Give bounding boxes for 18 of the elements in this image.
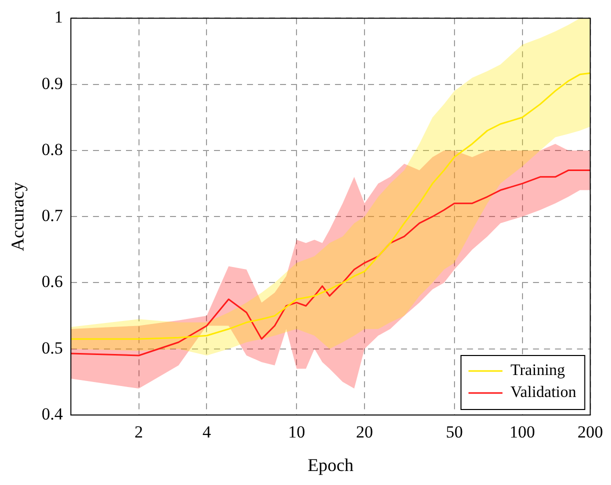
y-tick-label: 1 bbox=[54, 8, 63, 27]
y-tick-label: 0.4 bbox=[42, 404, 64, 424]
legend-label: Validation bbox=[510, 384, 576, 402]
y-tick-label: 0.5 bbox=[42, 338, 63, 358]
x-axis-title: Epoch bbox=[308, 454, 354, 475]
x-tick-label: 10 bbox=[288, 422, 306, 442]
x-tick-label: 2 bbox=[134, 422, 144, 442]
y-axis-title: Accuracy bbox=[8, 182, 28, 252]
y-tick-label: 0.7 bbox=[42, 206, 64, 226]
legend-label: Training bbox=[510, 362, 566, 380]
x-tick-label: 20 bbox=[356, 422, 374, 442]
x-tick-label: 100 bbox=[510, 422, 536, 442]
x-tick-label: 50 bbox=[446, 422, 463, 442]
x-tick-label: 4 bbox=[202, 422, 212, 442]
y-tick-label: 0.9 bbox=[42, 74, 63, 93]
y-tick-label: 0.6 bbox=[42, 272, 63, 292]
x-tick-label: 200 bbox=[578, 422, 603, 442]
y-tick-label: 0.8 bbox=[42, 140, 63, 159]
